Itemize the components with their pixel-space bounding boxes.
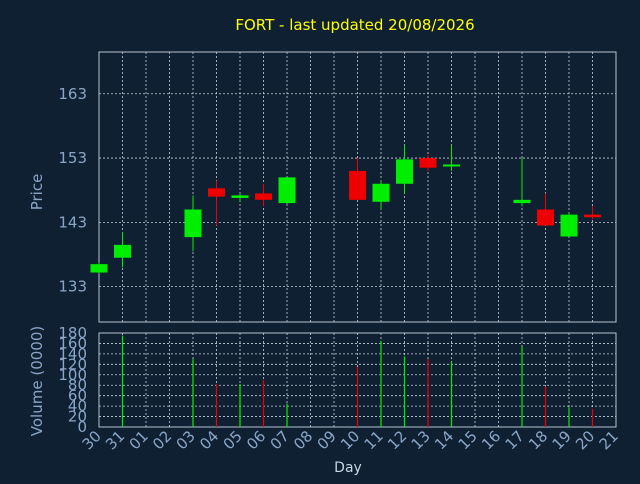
price-tick-label: 133 (58, 278, 87, 296)
x-tick-label: 20 (572, 427, 598, 453)
x-tick-label: 18 (525, 427, 551, 453)
price-axis-label: Price (28, 174, 46, 211)
volume-tick-label: 180 (58, 324, 87, 342)
candle-body (537, 209, 554, 226)
x-tick-label: 16 (478, 427, 504, 453)
x-tick-label: 11 (361, 427, 387, 453)
candle-body (396, 159, 413, 184)
chart-title: FORT - last updated 20/08/2026 (235, 16, 474, 34)
candle-body (114, 244, 131, 258)
candle-body (560, 214, 578, 237)
x-tick-label: 19 (549, 427, 575, 453)
volume-tick-label: 120 (58, 355, 87, 373)
x-tick-label: 01 (126, 427, 152, 453)
volume-tick-label: 60 (68, 387, 87, 405)
price-panel: 133 143 153 163 (58, 51, 617, 323)
candle-body (584, 214, 601, 218)
volume-tick-label: 20 (68, 408, 87, 426)
candle-body (90, 264, 108, 273)
x-tick-label: 12 (384, 427, 410, 453)
x-tick-label: 13 (408, 427, 434, 453)
x-tick-label: 31 (102, 427, 128, 453)
candle-body (349, 170, 366, 200)
x-tick-label: 17 (502, 427, 528, 453)
candle-body (278, 177, 296, 204)
x-tick-label: 03 (173, 427, 199, 453)
candle-body (255, 193, 272, 200)
candle-body (208, 188, 225, 197)
candle-body (419, 158, 437, 168)
x-tick-label: 02 (149, 427, 175, 453)
volume-tick-label: 100 (58, 366, 87, 384)
volume-axis-label: Volume (0000) (28, 326, 46, 436)
candle-body (372, 183, 390, 202)
candle-body (513, 199, 531, 204)
price-tick-label: 143 (58, 213, 87, 231)
candle-body (184, 209, 202, 238)
volume-tick-label: 0 (77, 418, 87, 436)
price-plot-border (98, 51, 617, 323)
x-tick-label: 15 (455, 427, 481, 453)
volume-tick-label: 160 (58, 334, 87, 352)
x-axis: 3031010203040506070809101112131415161718… (79, 427, 622, 453)
x-tick-label: 21 (596, 427, 622, 453)
volume-tick-label: 40 (68, 397, 87, 415)
x-tick-label: 09 (314, 427, 340, 453)
x-axis-label: Day (334, 460, 362, 476)
x-tick-label: 06 (243, 427, 269, 453)
volume-tick-label: 140 (58, 345, 87, 363)
x-tick-label: 08 (290, 427, 316, 453)
candle-body (443, 164, 460, 167)
x-tick-label: 05 (220, 427, 246, 453)
price-tick-label: 163 (58, 85, 87, 103)
x-tick-label: 14 (431, 427, 457, 453)
volume-tick-label: 80 (68, 376, 87, 394)
x-tick-label: 07 (267, 427, 293, 453)
x-tick-label: 10 (337, 427, 363, 453)
candle-body (231, 195, 249, 198)
x-tick-label: 04 (196, 427, 222, 453)
price-tick-label: 153 (58, 149, 87, 167)
